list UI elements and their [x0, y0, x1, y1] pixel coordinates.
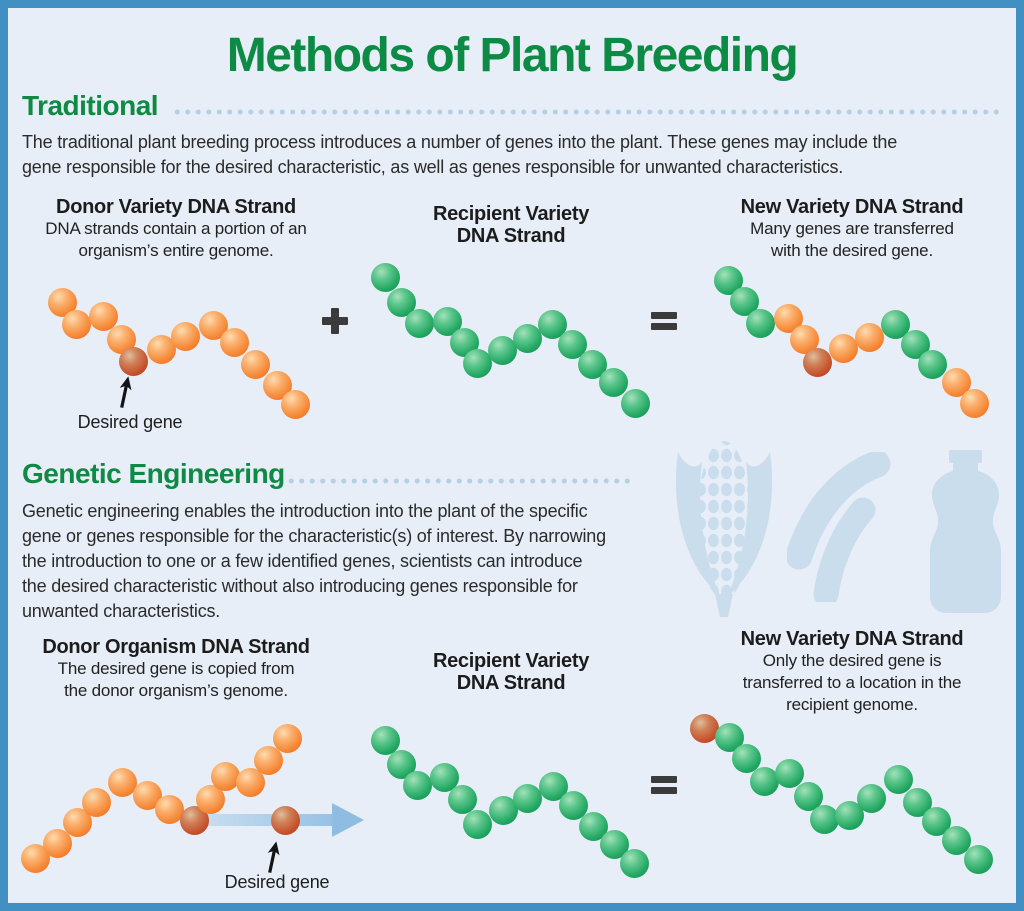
dotted-divider-genetic-engineering: [286, 478, 632, 484]
label-recipient-variety-dna-strand-ge: Recipient Variety DNA Strand: [411, 650, 611, 694]
gene-transfer-arrow: [202, 803, 364, 837]
dotted-divider-traditional: [172, 109, 1002, 115]
gene-transfer-arrow-shaft: [202, 814, 334, 826]
text-line: the introduction to one or a few identif…: [22, 551, 583, 571]
text-line: Donor Variety DNA Strand: [56, 196, 296, 218]
label-donor-variety-dna-strand: Donor Variety DNA Strand DNA strands con…: [30, 196, 322, 262]
text-line: Genetic engineering enables the introduc…: [22, 501, 588, 521]
text-line: gene or genes responsible for the charac…: [22, 526, 606, 546]
text-line: the donor organism’s genome.: [64, 681, 288, 700]
text-line: Many genes are transferred: [750, 219, 954, 238]
equals-icon: [651, 776, 677, 794]
text-line: with the desired gene.: [771, 241, 933, 260]
label-recipient-variety-dna-strand: Recipient Variety DNA Strand: [411, 203, 611, 247]
gene-transfer-arrow-head: [332, 803, 364, 837]
text-line: transferred to a location in the: [742, 673, 962, 692]
desired-gene-arrow-icon: [119, 376, 132, 408]
label-new-variety-dna-strand-ge: New Variety DNA Strand Only the desired …: [717, 628, 987, 716]
traditional-description: The traditional plant breeding process i…: [22, 130, 897, 180]
column-title: Recipient Variety DNA Strand: [411, 203, 611, 247]
text-line: New Variety DNA Strand: [740, 196, 964, 218]
page-title: Methods of Plant Breeding: [226, 29, 799, 82]
text-line: unwanted characteristics.: [22, 601, 221, 621]
label-donor-organism-dna-strand: Donor Organism DNA Strand The desired ge…: [30, 636, 322, 702]
text-line: Only the desired gene is: [762, 651, 942, 670]
text-line: The desired gene is copied from: [57, 659, 295, 678]
text-line: New Variety DNA Strand: [740, 628, 964, 650]
plus-icon: [322, 308, 348, 334]
column-title: Donor Variety DNA Strand: [30, 196, 322, 218]
equals-icon: [651, 312, 677, 330]
text-line: organism’s entire genome.: [78, 241, 274, 260]
desired-gene-arrow-icon: [267, 841, 280, 873]
text-line: Recipient Variety: [432, 203, 590, 225]
desired-gene-label: Desired gene: [77, 412, 183, 432]
text-line: Recipient Variety: [432, 650, 590, 672]
column-title: New Variety DNA Strand: [717, 628, 987, 650]
text-line: DNA Strand: [456, 225, 566, 247]
text-line: DNA Strand: [456, 672, 566, 694]
column-title: Donor Organism DNA Strand: [30, 636, 322, 658]
text-line: The traditional plant breeding process i…: [22, 132, 898, 152]
text-line: the desired characteristic without also …: [22, 576, 578, 596]
column-subtitle: Only the desired gene is transferred to a…: [717, 650, 987, 716]
column-title: New Variety DNA Strand: [722, 196, 982, 218]
text-line: Donor Organism DNA Strand: [42, 636, 310, 658]
column-title: Recipient Variety DNA Strand: [411, 650, 611, 694]
text-line: gene responsible for the desired charact…: [22, 157, 844, 177]
genetic-engineering-description: Genetic engineering enables the introduc…: [22, 499, 606, 624]
text-line: DNA strands contain a portion of an: [45, 219, 307, 238]
column-subtitle: Many genes are transferred with the desir…: [722, 218, 982, 262]
column-subtitle: The desired gene is copied from the donor…: [30, 658, 322, 702]
text-line: recipient genome.: [786, 695, 918, 714]
desired-gene-label: Desired gene: [224, 872, 330, 892]
section-heading-traditional: Traditional: [22, 90, 159, 121]
column-subtitle: DNA strands contain a portion of an organ…: [30, 218, 322, 262]
section-heading-genetic-engineering: Genetic Engineering: [22, 458, 285, 489]
label-new-variety-dna-strand: New Variety DNA Strand Many genes are tr…: [722, 196, 982, 262]
